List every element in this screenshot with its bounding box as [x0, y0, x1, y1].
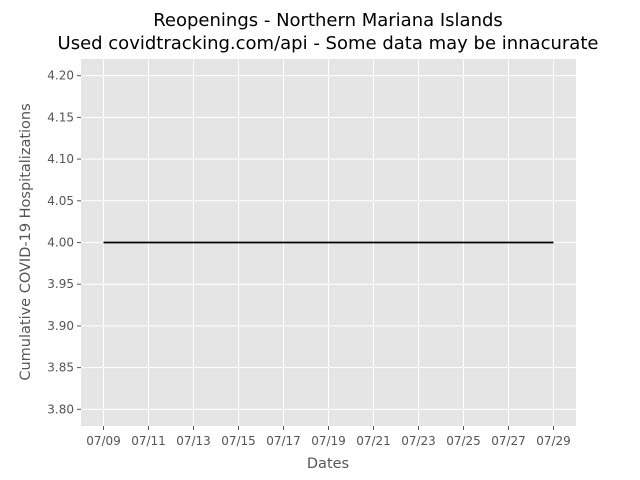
x-axis-ticks: 07/09 07/11 07/13 07/15 07/17 07/19 07/21 07/23… — [86, 426, 571, 448]
y-axis-label: Cumulative COVID-19 Hospitalizations — [18, 103, 34, 380]
x-tick-label: 07/29 — [536, 434, 571, 448]
y-tick-label: 4.15 — [47, 110, 74, 124]
y-axis-ticks: 3.80 3.85 3.90 3.95 4.00 4.05 4.10 4.15 4.20 — [47, 69, 81, 416]
x-tick-label: 07/27 — [491, 434, 526, 448]
y-tick-label: 4.20 — [47, 69, 74, 83]
y-tick-label: 4.10 — [47, 152, 74, 166]
chart-title: Reopenings - Northern Mariana Islands — [153, 10, 503, 31]
y-tick-label: 3.90 — [47, 319, 74, 333]
y-tick-label: 3.80 — [47, 402, 74, 416]
chart-subtitle: Used covidtracking.com/api - Some data m… — [58, 33, 599, 54]
x-tick-label: 07/11 — [131, 434, 166, 448]
x-tick-label: 07/15 — [221, 434, 256, 448]
x-tick-label: 07/23 — [401, 434, 436, 448]
y-tick-label: 4.05 — [47, 194, 74, 208]
x-tick-label: 07/19 — [311, 434, 346, 448]
x-tick-label: 07/25 — [446, 434, 481, 448]
y-tick-label: 4.00 — [47, 236, 74, 250]
x-axis-label: Dates — [307, 456, 349, 472]
x-tick-label: 07/13 — [176, 434, 211, 448]
y-tick-label: 3.95 — [47, 277, 74, 291]
x-tick-label: 07/09 — [86, 434, 121, 448]
y-tick-label: 3.85 — [47, 361, 74, 375]
x-tick-label: 07/21 — [356, 434, 391, 448]
x-tick-label: 07/17 — [266, 434, 301, 448]
